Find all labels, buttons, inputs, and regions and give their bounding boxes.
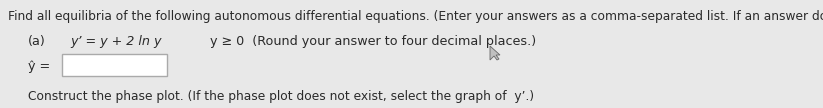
Text: y ≥ 0  (Round your answer to four decimal places.): y ≥ 0 (Round your answer to four decimal… — [210, 35, 536, 48]
Text: Construct the phase plot. (If the phase plot does not exist, select the graph of: Construct the phase plot. (If the phase … — [28, 90, 534, 103]
Text: y’ = y + 2 ln y: y’ = y + 2 ln y — [70, 35, 161, 48]
Text: Find all equilibria of the following autonomous differential equations. (Enter y: Find all equilibria of the following aut… — [8, 10, 823, 23]
Bar — [62, 54, 167, 76]
Text: (a): (a) — [28, 35, 46, 48]
Text: ŷ =: ŷ = — [28, 60, 50, 73]
Polygon shape — [490, 46, 500, 60]
